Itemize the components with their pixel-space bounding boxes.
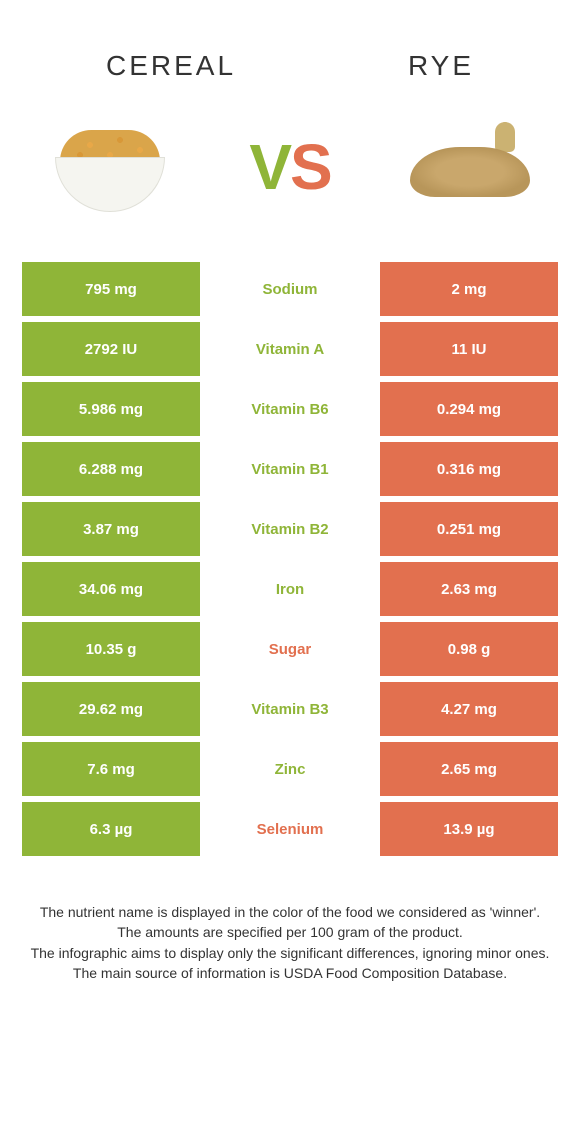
nutrient-label-cell: Sodium (200, 262, 380, 316)
left-value-cell: 7.6 mg (22, 742, 200, 796)
table-row: 5.986 mgVitamin B60.294 mg (22, 382, 558, 436)
right-value-cell: 4.27 mg (380, 682, 558, 736)
right-value-cell: 2.63 mg (380, 562, 558, 616)
left-value-cell: 795 mg (22, 262, 200, 316)
right-value-cell: 0.251 mg (380, 502, 558, 556)
nutrient-label-cell: Iron (200, 562, 380, 616)
right-food-image (400, 112, 540, 222)
right-food-title: Rye (408, 50, 474, 82)
footer-line-3: The infographic aims to display only the… (30, 943, 550, 963)
footer-line-1: The nutrient name is displayed in the co… (30, 902, 550, 922)
nutrient-label-cell: Vitamin B6 (200, 382, 380, 436)
left-value-cell: 10.35 g (22, 622, 200, 676)
nutrient-label-cell: Vitamin B2 (200, 502, 380, 556)
left-value-cell: 34.06 mg (22, 562, 200, 616)
table-row: 29.62 mgVitamin B34.27 mg (22, 682, 558, 736)
right-value-cell: 2.65 mg (380, 742, 558, 796)
footer-line-2: The amounts are specified per 100 gram o… (30, 922, 550, 942)
right-value-cell: 11 IU (380, 322, 558, 376)
footer-notes: The nutrient name is displayed in the co… (0, 862, 580, 983)
table-row: 10.35 gSugar0.98 g (22, 622, 558, 676)
nutrient-label-cell: Vitamin B1 (200, 442, 380, 496)
vs-section: VS (0, 112, 580, 262)
nutrient-label-cell: Vitamin B3 (200, 682, 380, 736)
left-value-cell: 3.87 mg (22, 502, 200, 556)
right-value-cell: 13.9 µg (380, 802, 558, 856)
rye-grain-icon (400, 122, 540, 212)
left-value-cell: 6.288 mg (22, 442, 200, 496)
comparison-header: Cereal Rye (0, 0, 580, 112)
vs-v-letter: V (249, 131, 290, 203)
right-value-cell: 2 mg (380, 262, 558, 316)
left-value-cell: 5.986 mg (22, 382, 200, 436)
table-row: 34.06 mgIron2.63 mg (22, 562, 558, 616)
nutrient-label-cell: Selenium (200, 802, 380, 856)
left-value-cell: 29.62 mg (22, 682, 200, 736)
table-row: 6.288 mgVitamin B10.316 mg (22, 442, 558, 496)
right-value-cell: 0.294 mg (380, 382, 558, 436)
vs-label: VS (249, 130, 330, 204)
table-row: 6.3 µgSelenium13.9 µg (22, 802, 558, 856)
left-value-cell: 2792 IU (22, 322, 200, 376)
nutrient-label-cell: Zinc (200, 742, 380, 796)
right-value-cell: 0.98 g (380, 622, 558, 676)
table-row: 7.6 mgZinc2.65 mg (22, 742, 558, 796)
table-row: 795 mgSodium2 mg (22, 262, 558, 316)
vs-s-letter: S (290, 131, 331, 203)
nutrient-label-cell: Vitamin A (200, 322, 380, 376)
right-value-cell: 0.316 mg (380, 442, 558, 496)
nutrient-label-cell: Sugar (200, 622, 380, 676)
nutrient-comparison-table: 795 mgSodium2 mg 2792 IUVitamin A11 IU 5.9… (0, 262, 580, 856)
table-row: 3.87 mgVitamin B20.251 mg (22, 502, 558, 556)
footer-line-4: The main source of information is USDA F… (30, 963, 550, 983)
left-value-cell: 6.3 µg (22, 802, 200, 856)
left-food-title: Cereal (106, 50, 236, 82)
cereal-bowl-icon (45, 122, 175, 212)
left-food-image (40, 112, 180, 222)
table-row: 2792 IUVitamin A11 IU (22, 322, 558, 376)
